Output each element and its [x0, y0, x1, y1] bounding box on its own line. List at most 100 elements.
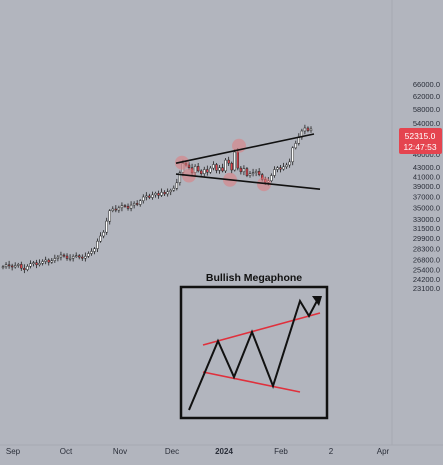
candle-body [294, 143, 297, 149]
candle-body [47, 259, 50, 263]
y-tick-label: 58000.0 [413, 105, 440, 114]
y-axis: 66000.062000.058000.054000.050000.046000… [413, 80, 440, 293]
y-tick-label: 43000.0 [413, 163, 440, 172]
candle-body [74, 255, 78, 257]
inset-title: Bullish Megaphone [206, 272, 302, 284]
candle-body [102, 231, 105, 237]
candlestick-series [1, 124, 313, 274]
candle-body [59, 254, 63, 258]
candle-body [221, 167, 224, 172]
y-tick-label: 66000.0 [413, 80, 440, 89]
candle-body [90, 251, 93, 254]
candle-body [29, 263, 32, 267]
y-tick-label: 26800.0 [413, 255, 440, 264]
candle-body [1, 266, 5, 268]
candle-body [187, 164, 191, 168]
candle-body [142, 196, 145, 201]
candle-body [239, 167, 243, 173]
candle-body [257, 171, 261, 175]
candle-body [178, 172, 182, 183]
candle-body [157, 193, 160, 196]
inset-lower-line [202, 371, 301, 393]
trendlines [175, 133, 321, 190]
candle-body [14, 265, 17, 268]
y-tick-label: 37000.0 [413, 193, 440, 202]
candle-body [123, 205, 127, 207]
candle-body [175, 182, 179, 189]
candle-body [218, 167, 221, 171]
candle-body [53, 258, 57, 261]
candle-body [117, 207, 121, 211]
candle-body [209, 167, 212, 173]
x-axis: Sep Oct Nov Dec 2024 Feb 2 Apr [6, 447, 390, 456]
candle-body [151, 194, 154, 198]
y-tick-label: 29900.0 [413, 234, 440, 243]
candle-body [17, 264, 20, 266]
y-tick-label: 54000.0 [413, 119, 440, 128]
candle-body [132, 203, 136, 206]
last-price-badge: 52315.0 12:47:53 [399, 128, 442, 154]
inset-diagram: Bullish Megaphone [179, 272, 329, 420]
candle-body [139, 200, 142, 205]
x-tick-label: Feb [274, 447, 288, 456]
y-tick-label: 35000.0 [413, 203, 440, 212]
candle-body [23, 267, 26, 270]
x-tick-label: Dec [165, 447, 179, 456]
candle-body [10, 265, 14, 268]
candle-body [166, 191, 169, 195]
candle-body [200, 170, 203, 174]
y-tick-label: 39000.0 [413, 182, 440, 191]
candle-body [169, 190, 172, 193]
y-tick-label: 24200.0 [413, 275, 440, 284]
candle-body [251, 172, 255, 174]
y-tick-label: 62000.0 [413, 92, 440, 101]
candle-body [230, 162, 233, 171]
candle-body [126, 205, 130, 209]
countdown-label: 12:47:53 [403, 142, 436, 152]
candle-body [4, 264, 8, 267]
candle-body [41, 261, 44, 264]
y-tick-label: 25400.0 [413, 266, 440, 275]
candle-body [279, 167, 282, 170]
candle-body [242, 168, 246, 173]
candle-body [303, 127, 307, 132]
candle-body [96, 240, 99, 249]
candle-body [306, 127, 310, 131]
candle-body [129, 204, 133, 209]
x-tick-label: 2 [329, 447, 334, 456]
candle-body [227, 159, 230, 164]
candle-body [87, 253, 90, 257]
candle-body [163, 192, 166, 195]
candle-body [254, 171, 258, 173]
candle-body [245, 168, 249, 176]
candle-body [285, 164, 288, 168]
candle-body [233, 151, 236, 171]
candle-body [71, 256, 75, 259]
y-tick-label: 23100.0 [413, 284, 440, 293]
candle-body [20, 264, 23, 269]
candle-body [78, 255, 81, 258]
candle-body [154, 193, 157, 196]
last-price-badge-bg [399, 128, 442, 154]
candle-body [114, 208, 118, 211]
candle-body [172, 187, 175, 191]
candle-body [148, 195, 151, 198]
candle-body [273, 169, 276, 176]
candle-body [26, 266, 29, 270]
candle-body [120, 205, 124, 209]
inset-upper-line [202, 312, 321, 346]
candle-body [270, 175, 273, 182]
y-tick-label: 28300.0 [413, 245, 440, 254]
y-tick-label: 46000.0 [413, 150, 440, 159]
candle-body [212, 164, 215, 169]
candle-body [7, 264, 11, 267]
x-tick-label: Apr [377, 447, 390, 456]
y-tick-label: 33000.0 [413, 215, 440, 224]
x-tick-label: Oct [60, 447, 73, 456]
candle-body [224, 159, 227, 172]
x-tick-label: Sep [6, 447, 21, 456]
x-tick-label: Nov [113, 447, 127, 456]
